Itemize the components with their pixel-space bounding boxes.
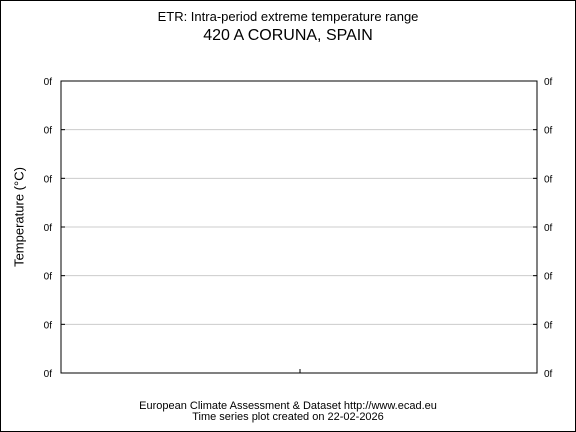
y-tick-label-left: 0f (44, 369, 53, 380)
tick-labels: 0f 0f 0f 0f 0f 0f 0f 0f 0f 0f 0f 0f 0f 0f (44, 77, 553, 380)
y-tick-label-right: 0f (544, 126, 553, 137)
y-tick-label-left: 0f (44, 223, 53, 234)
axis-ticks (61, 80, 537, 374)
source-credit: European Climate Assessment & Dataset ht… (139, 400, 437, 412)
y-tick-label-right: 0f (544, 320, 553, 331)
y-tick-label-right: 0f (544, 223, 553, 234)
grid-lines (61, 129, 537, 325)
y-tick-label-left: 0f (44, 174, 53, 185)
chart-subtitle: 420 A CORUNA, SPAIN (203, 27, 373, 44)
y-tick-label-left: 0f (44, 77, 53, 88)
y-tick-label-left: 0f (44, 272, 53, 283)
y-tick-label-right: 0f (544, 77, 553, 88)
y-tick-label-right: 0f (544, 174, 553, 185)
y-tick-label-right: 0f (544, 369, 553, 380)
y-tick-label-left: 0f (44, 320, 53, 331)
y-tick-label-left: 0f (44, 126, 53, 137)
y-tick-label-right: 0f (544, 272, 553, 283)
creation-date: Time series plot created on 22-02-2026 (192, 411, 384, 423)
chart-title: ETR: Intra-period extreme temperature ra… (157, 9, 419, 24)
